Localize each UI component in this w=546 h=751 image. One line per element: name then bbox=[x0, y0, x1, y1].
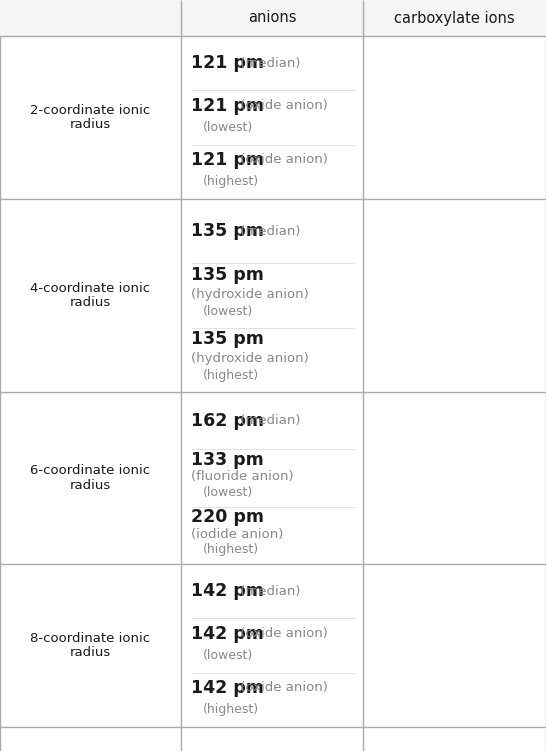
Text: (lowest): (lowest) bbox=[203, 486, 253, 499]
Text: 121 pm: 121 pm bbox=[191, 151, 264, 169]
Text: (iodide anion): (iodide anion) bbox=[191, 528, 283, 541]
Text: 162 pm: 162 pm bbox=[191, 412, 264, 430]
Text: 121 pm: 121 pm bbox=[191, 97, 264, 115]
Text: carboxylate ions: carboxylate ions bbox=[394, 11, 515, 26]
Text: 133 pm: 133 pm bbox=[191, 451, 264, 469]
Text: (oxide anion): (oxide anion) bbox=[236, 627, 328, 640]
Text: 135 pm: 135 pm bbox=[191, 222, 264, 240]
Text: (oxide anion): (oxide anion) bbox=[236, 153, 328, 167]
Text: (hydroxide anion): (hydroxide anion) bbox=[191, 288, 308, 300]
Text: 220 pm: 220 pm bbox=[191, 508, 264, 526]
Text: (hydroxide anion): (hydroxide anion) bbox=[191, 352, 308, 365]
Text: 6-coordinate ionic
radius: 6-coordinate ionic radius bbox=[31, 464, 151, 492]
Text: 135 pm: 135 pm bbox=[191, 330, 264, 348]
Text: (highest): (highest) bbox=[203, 175, 259, 188]
Text: (median): (median) bbox=[236, 414, 301, 427]
Text: (oxide anion): (oxide anion) bbox=[236, 681, 328, 695]
Text: (oxide anion): (oxide anion) bbox=[236, 99, 328, 112]
Text: (lowest): (lowest) bbox=[203, 121, 253, 134]
Text: 121 pm: 121 pm bbox=[191, 54, 264, 72]
Text: (lowest): (lowest) bbox=[203, 305, 253, 318]
Text: 142 pm: 142 pm bbox=[191, 582, 264, 600]
Text: 4-coordinate ionic
radius: 4-coordinate ionic radius bbox=[31, 282, 151, 309]
Text: (median): (median) bbox=[236, 585, 301, 598]
Text: (highest): (highest) bbox=[203, 369, 259, 382]
Text: anions: anions bbox=[248, 11, 296, 26]
Text: 142 pm: 142 pm bbox=[191, 625, 264, 643]
Text: (median): (median) bbox=[236, 56, 301, 70]
Text: (highest): (highest) bbox=[203, 543, 259, 556]
Text: (lowest): (lowest) bbox=[203, 649, 253, 662]
Text: 2-coordinate ionic
radius: 2-coordinate ionic radius bbox=[31, 104, 151, 131]
Text: 8-coordinate ionic
radius: 8-coordinate ionic radius bbox=[31, 632, 151, 659]
Text: (highest): (highest) bbox=[203, 703, 259, 716]
Bar bbox=[0, 0, 546, 36]
Text: 135 pm: 135 pm bbox=[191, 266, 264, 284]
Text: (median): (median) bbox=[236, 225, 301, 237]
Text: 142 pm: 142 pm bbox=[191, 679, 264, 697]
Text: (fluoride anion): (fluoride anion) bbox=[191, 470, 294, 484]
